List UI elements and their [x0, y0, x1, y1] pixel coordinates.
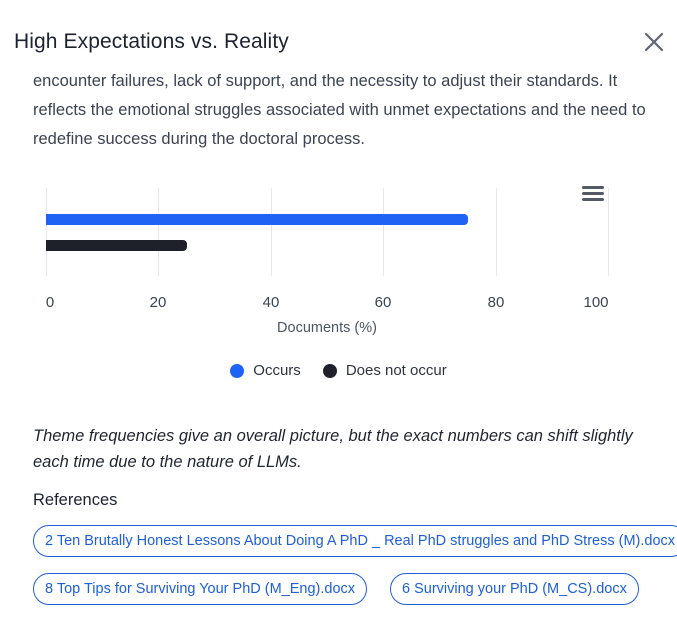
gridline: [271, 188, 272, 276]
gridline: [158, 188, 159, 276]
gridline: [496, 188, 497, 276]
legend-item-does-not-occur[interactable]: Does not occur: [322, 362, 447, 379]
hamburger-icon: [582, 186, 604, 189]
bar-does-not-occur[interactable]: [46, 240, 187, 251]
legend-label: Occurs: [253, 362, 301, 379]
reference-chip[interactable]: 6 Surviving your PhD (M_CS).docx: [390, 573, 639, 605]
close-icon[interactable]: [643, 31, 665, 53]
x-tick: 0: [45, 294, 55, 311]
theme-description: encounter failures, lack of support, and…: [33, 72, 646, 148]
bar-occurs[interactable]: [46, 214, 469, 225]
gridline: [46, 188, 47, 276]
legend-label: Does not occur: [345, 362, 447, 379]
reference-chip[interactable]: 8 Top Tips for Surviving Your PhD (M_Eng…: [33, 573, 368, 605]
legend-item-occurs[interactable]: Occurs: [230, 362, 301, 379]
hamburger-icon-line: [582, 192, 604, 195]
gridline: [383, 188, 384, 276]
x-tick: 40: [262, 294, 280, 311]
x-axis-label: Documents (%): [277, 320, 377, 336]
reference-chip[interactable]: 2 Ten Brutally Honest Lessons About Doin…: [33, 525, 677, 557]
hamburger-icon-line: [582, 198, 604, 201]
chart-menu-button[interactable]: [582, 186, 604, 204]
references-row-1: 2 Ten Brutally Honest Lessons About Doin…: [0, 520, 677, 565]
x-tick: 60: [374, 294, 392, 311]
chart-legend: Occurs Does not occur: [0, 362, 677, 379]
references-heading: References: [33, 491, 118, 509]
x-tick: 20: [149, 294, 167, 311]
legend-dot-icon: [230, 363, 245, 378]
llm-disclaimer-note: Theme frequencies give an overall pictur…: [33, 427, 633, 471]
gridline: [608, 188, 609, 276]
x-tick: 80: [487, 294, 505, 311]
dialog-title: High Expectations vs. Reality: [14, 30, 289, 53]
x-tick: 100: [583, 294, 609, 311]
legend-dot-icon: [322, 363, 337, 378]
theme-frequency-chart: 0 20 40 60 80 100 Documents (%): [0, 170, 677, 350]
